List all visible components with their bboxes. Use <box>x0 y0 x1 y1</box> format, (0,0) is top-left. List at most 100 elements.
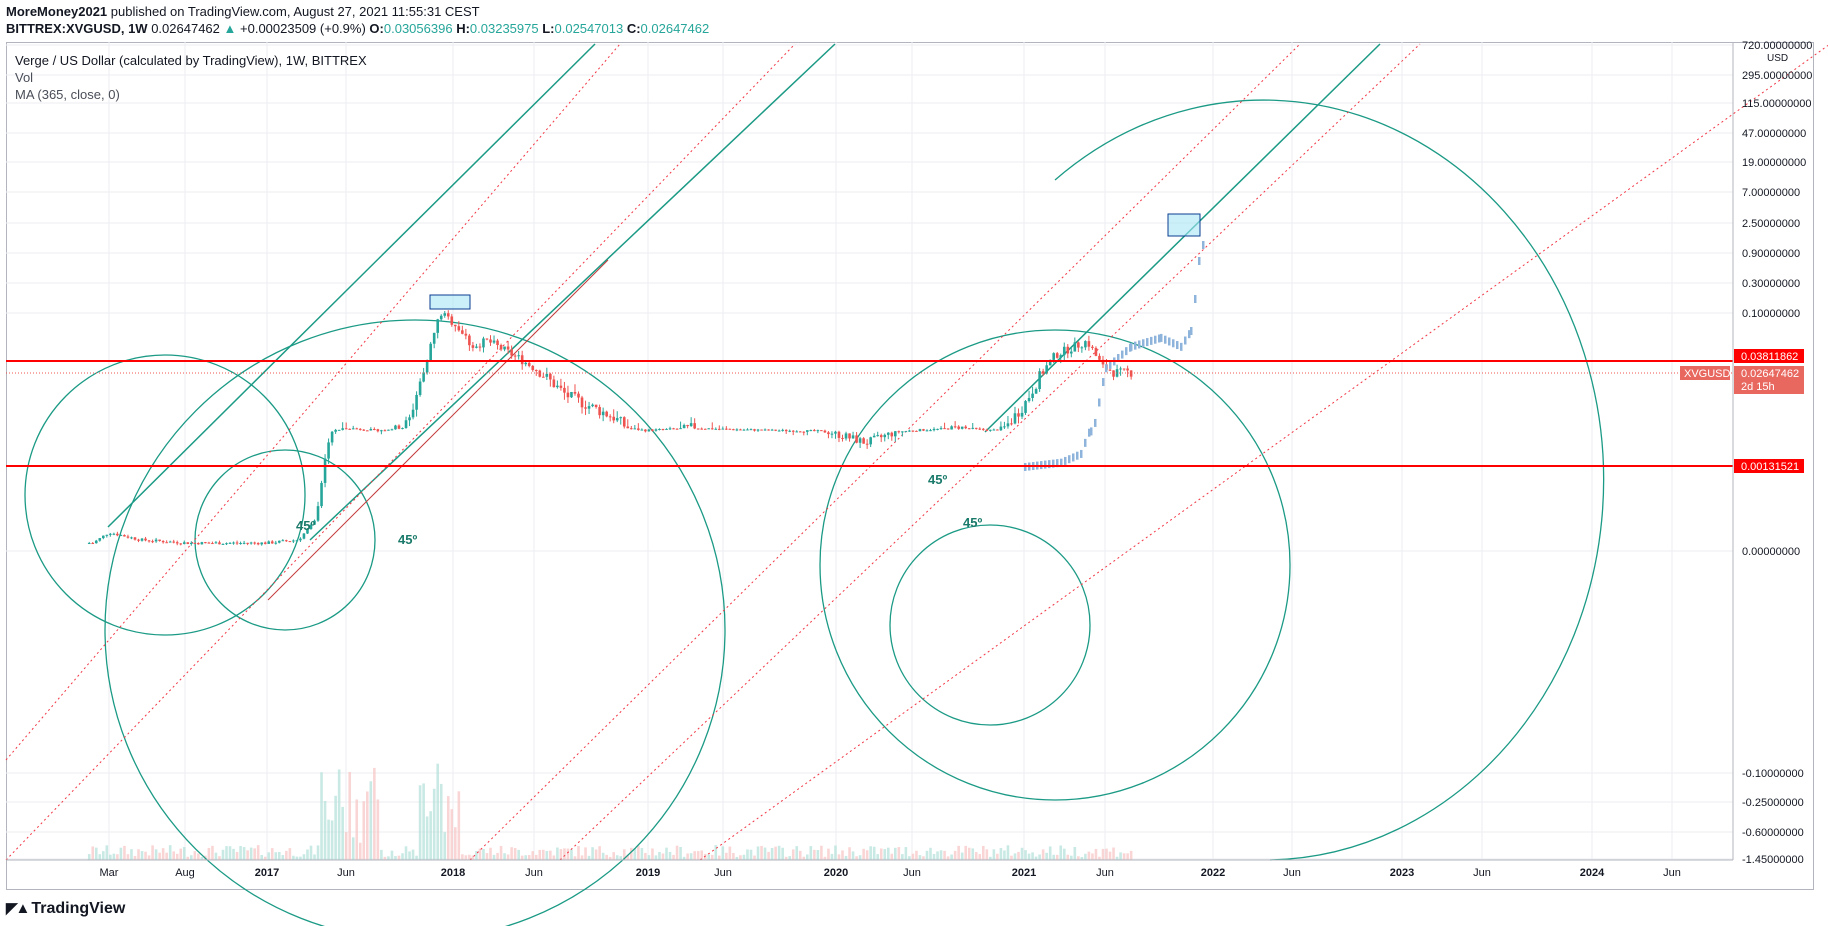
candle-body <box>580 397 584 408</box>
volume-bar <box>633 848 637 860</box>
candle-body <box>556 385 559 388</box>
volume-bar <box>446 796 450 860</box>
volume-bar <box>496 852 499 860</box>
candle-body <box>960 426 964 429</box>
candle-body <box>908 430 911 432</box>
volume-bar <box>1094 848 1098 860</box>
volume-bar <box>425 816 429 860</box>
projection-bar <box>1158 334 1161 343</box>
candle-body <box>1119 368 1122 370</box>
volume-bar <box>432 788 436 860</box>
highlight-box <box>1167 213 1201 237</box>
price-label: 0.03811862 <box>1741 351 1798 363</box>
volume-bar <box>450 809 454 860</box>
candle-body <box>1098 355 1101 360</box>
x-tick-label: 2021 <box>1012 867 1036 879</box>
candle-body <box>401 428 404 430</box>
candle-body <box>1084 341 1087 348</box>
spiral-arc <box>819 329 1291 801</box>
high-label: H: <box>456 21 470 36</box>
candle-body <box>246 542 249 544</box>
candle-body <box>823 430 827 433</box>
candle-body <box>119 535 123 537</box>
volume-bar <box>774 846 777 860</box>
volume-bar <box>964 845 968 860</box>
tradingview-icon: ◤▲ <box>6 900 30 917</box>
candle-body <box>982 428 985 430</box>
candle-body <box>904 431 908 433</box>
volume-bar <box>1017 851 1020 860</box>
candle-body <box>492 340 496 343</box>
candle-body <box>718 428 721 430</box>
x-tick-label: 2022 <box>1201 867 1225 879</box>
candle-body <box>278 540 281 543</box>
candle-body <box>746 429 749 431</box>
candle-body <box>355 428 359 430</box>
candle-body <box>974 427 978 429</box>
volume-bar <box>457 791 461 860</box>
candle-body <box>1080 347 1084 349</box>
candle-body <box>869 437 872 445</box>
volume-bar <box>253 848 256 860</box>
candle-body <box>795 431 799 433</box>
y-tick-label: -0.10000000 <box>1742 768 1804 780</box>
candle-body <box>542 376 545 378</box>
candle-body <box>1003 426 1006 428</box>
candle-body <box>763 429 767 431</box>
volume-bars <box>87 763 1133 860</box>
volume-bar <box>404 846 408 860</box>
candle-body <box>932 428 936 431</box>
volume-bar <box>154 849 158 860</box>
candle-body <box>242 542 246 544</box>
volume-bar <box>197 853 200 860</box>
tradingview-logo[interactable]: ◤▲ TradingView <box>6 899 125 918</box>
candle-body <box>98 538 102 541</box>
x-tick-label: Jun <box>1663 867 1681 879</box>
candle-body <box>425 361 429 373</box>
volume-bar <box>668 851 672 860</box>
volume-bar <box>563 848 566 860</box>
volume-bar <box>506 854 510 860</box>
volume-bar <box>341 806 344 860</box>
price-label-bg <box>1734 459 1804 473</box>
volume-bar <box>256 845 260 860</box>
candle-body <box>228 542 232 544</box>
volume-bar <box>207 847 211 860</box>
candle-body <box>387 429 390 431</box>
volume-bar <box>953 850 957 860</box>
candle-body <box>534 369 538 371</box>
candle-body <box>725 428 728 430</box>
candle-body <box>1048 359 1052 366</box>
candle-body <box>520 355 524 365</box>
volume-bar <box>922 856 925 860</box>
volume-bar <box>454 827 457 860</box>
projection-bar <box>1090 427 1093 436</box>
candle-body <box>292 540 295 542</box>
volume-bar <box>1073 846 1077 860</box>
ma-legend[interactable]: MA (365, close, 0) <box>15 87 120 102</box>
volume-bar <box>520 855 524 860</box>
price-label-bg <box>1734 349 1804 363</box>
volume-bar <box>436 763 440 860</box>
author-name[interactable]: MoreMoney2021 <box>6 4 108 19</box>
candle-body <box>696 428 700 430</box>
vol-legend[interactable]: Vol <box>15 70 34 85</box>
volume-bar <box>1006 845 1010 860</box>
close-value: 0.02647462 <box>640 21 710 36</box>
candle-body <box>806 430 809 432</box>
candle-body <box>524 362 528 365</box>
candle-body <box>675 428 679 430</box>
y-tick-label: 0.30000000 <box>1742 278 1800 290</box>
x-tick-label: 2023 <box>1390 867 1414 879</box>
candle-body <box>1027 397 1031 402</box>
volume-bar <box>461 854 464 860</box>
volume-bar <box>749 849 753 860</box>
volume-bar <box>637 845 640 860</box>
candle-body <box>1070 351 1073 354</box>
volume-bar <box>1048 846 1052 860</box>
candle-body <box>306 529 309 534</box>
candle-body <box>232 542 235 544</box>
volume-bar <box>285 850 288 860</box>
volume-bar <box>482 849 485 860</box>
